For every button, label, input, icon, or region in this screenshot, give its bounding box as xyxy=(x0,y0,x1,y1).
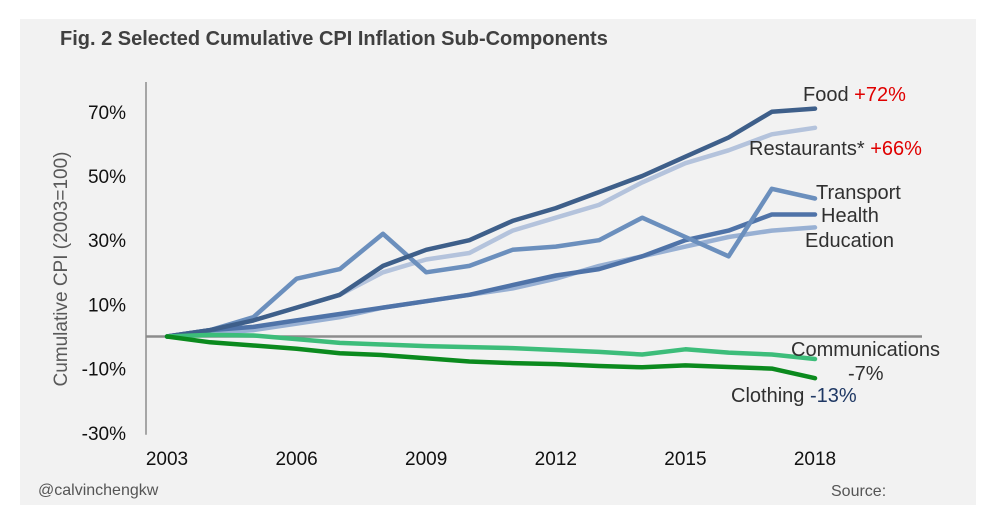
series-line-clothing xyxy=(164,334,818,381)
series-name-clothing: Clothing xyxy=(731,385,804,407)
series-label-food: Food +72% xyxy=(803,84,906,106)
y-tick-label: -10% xyxy=(82,360,126,381)
series-name-food: Food xyxy=(803,84,849,106)
y-tick-label: 50% xyxy=(88,167,126,188)
x-tick-label: 2018 xyxy=(794,449,836,470)
series-label-clothing: Clothing -13% xyxy=(731,385,857,407)
y-axis-ticks: 70% 50% 30% 10% -10% -30% xyxy=(82,103,126,445)
series-pct-communications: -7% xyxy=(848,363,884,385)
y-tick-label: 70% xyxy=(88,103,126,124)
x-tick-label: 2006 xyxy=(275,449,317,470)
x-tick-label: 2003 xyxy=(146,449,188,470)
y-tick-label: 10% xyxy=(88,295,126,316)
series-label-restaurants: Restaurants* +66% xyxy=(749,138,922,160)
y-tick-label: -30% xyxy=(82,424,126,445)
series-line-health xyxy=(164,212,818,339)
chart-title: Fig. 2 Selected Cumulative CPI Inflation… xyxy=(60,28,608,50)
series-line-transport xyxy=(164,186,818,339)
y-axis-title: Cumulative CPI (2003=100) xyxy=(51,152,72,387)
series-line-communications xyxy=(164,332,818,362)
author-handle: @calvinchengkw xyxy=(38,482,159,499)
series-name-restaurants: Restaurants* xyxy=(749,138,865,160)
series-label-education: Education xyxy=(805,230,894,252)
series-line-food xyxy=(164,106,818,339)
x-tick-label: 2012 xyxy=(535,449,577,470)
series-pct-clothing: -13% xyxy=(810,385,857,407)
source-note: Source: xyxy=(831,483,886,500)
series-pct-restaurants: +66% xyxy=(870,138,922,160)
x-tick-label: 2009 xyxy=(405,449,447,470)
x-tick-label: 2015 xyxy=(664,449,706,470)
chart-panel xyxy=(20,19,976,505)
series-label-communications: Communications xyxy=(791,339,940,361)
y-tick-label: 30% xyxy=(88,231,126,252)
series-pct-food: +72% xyxy=(854,84,906,106)
series-lines xyxy=(164,106,818,381)
x-axis-ticks: 2003 2006 2009 2012 2015 2018 xyxy=(146,449,836,470)
series-label-health: Health xyxy=(821,205,879,227)
series-label-transport: Transport xyxy=(816,182,901,204)
